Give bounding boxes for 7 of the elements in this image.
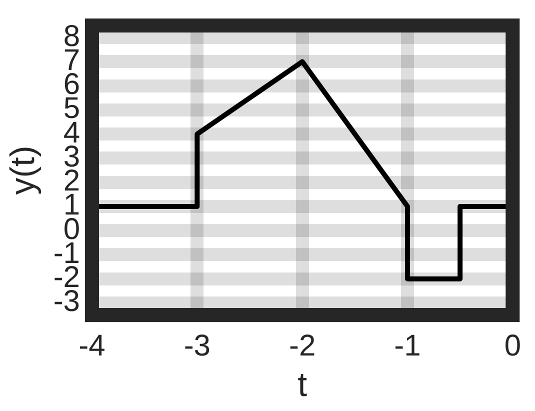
y-axis-title: y(t): [4, 146, 42, 195]
x-tick-label: -2: [288, 329, 316, 362]
x-tick-label: -3: [184, 329, 211, 362]
x-axis-title: t: [298, 366, 308, 404]
x-tick-label: -4: [78, 329, 106, 362]
x-tick-label: 0: [504, 329, 521, 362]
x-tick-label: -1: [394, 329, 421, 362]
